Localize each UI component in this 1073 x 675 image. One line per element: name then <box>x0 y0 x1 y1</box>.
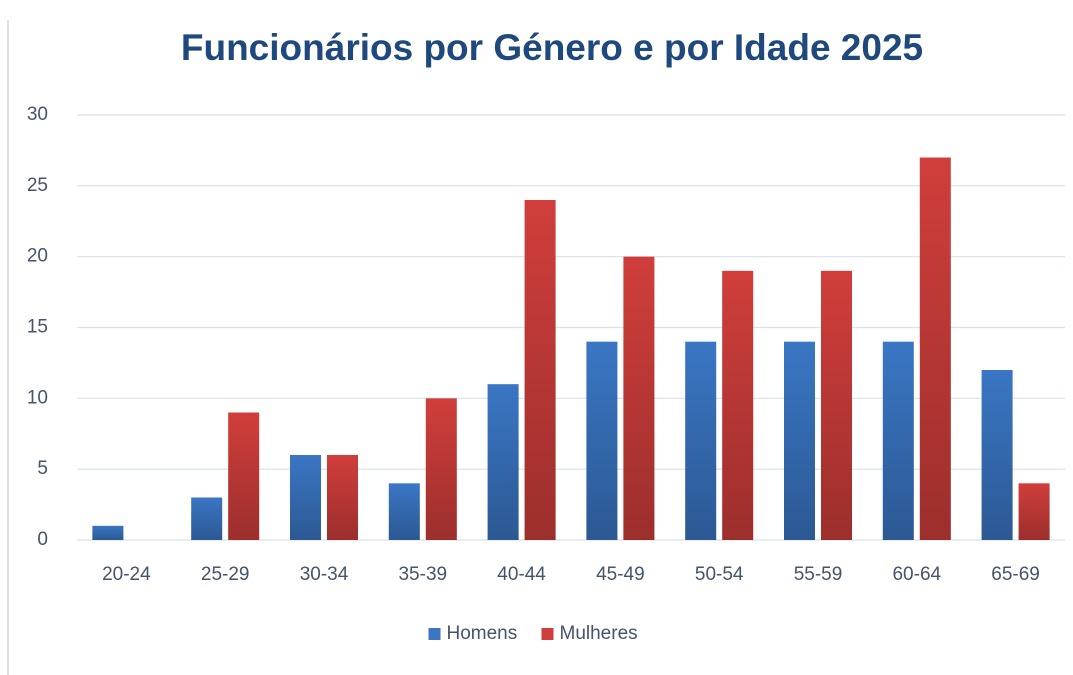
y-tick-label: 15 <box>27 317 48 338</box>
bar-shade <box>821 270 852 540</box>
y-tick-label: 5 <box>37 458 48 479</box>
x-tick-label: 30-34 <box>300 564 349 585</box>
y-tick-label: 30 <box>27 104 48 125</box>
bar-shade <box>586 341 618 540</box>
x-tick-label: 25-29 <box>201 564 250 585</box>
legend-swatch <box>541 628 554 640</box>
legend-label: Mulheres <box>560 623 638 644</box>
bar-shade <box>685 341 717 540</box>
bar-shade <box>981 370 1013 540</box>
bar-shade <box>228 412 260 540</box>
bar-shade <box>92 525 124 540</box>
bar-shade <box>623 256 655 540</box>
bar-shade <box>1018 483 1050 540</box>
bar-shade <box>388 483 420 540</box>
chart-title: Funcionários por Género e por Idade 2025 <box>181 27 923 68</box>
bar-shade <box>191 497 223 540</box>
bar-shade <box>882 341 914 540</box>
x-tick-label: 65-69 <box>991 564 1040 585</box>
y-tick-label: 0 <box>37 529 48 550</box>
x-tick-label: 45-49 <box>596 564 645 585</box>
x-tick-label: 35-39 <box>398 564 447 585</box>
x-tick-label: 40-44 <box>497 564 546 585</box>
bar-shade <box>425 398 457 540</box>
legend-label: Homens <box>447 623 518 644</box>
y-tick-label: 20 <box>27 246 48 267</box>
x-tick-label: 60-64 <box>892 564 941 585</box>
x-tick-label: 20-24 <box>102 564 151 585</box>
y-tick-label: 25 <box>27 175 48 196</box>
y-tick-label: 10 <box>27 387 48 408</box>
bar-shade <box>290 455 321 540</box>
bar-shade <box>524 200 556 540</box>
x-tick-label: 55-59 <box>794 564 843 585</box>
bar-shade <box>327 455 358 540</box>
bar-shade <box>919 157 951 540</box>
bar-shade <box>784 341 815 540</box>
bar-shade <box>722 270 754 540</box>
legend-swatch <box>428 628 441 640</box>
bar-shade <box>487 384 519 540</box>
x-tick-label: 50-54 <box>695 564 744 585</box>
